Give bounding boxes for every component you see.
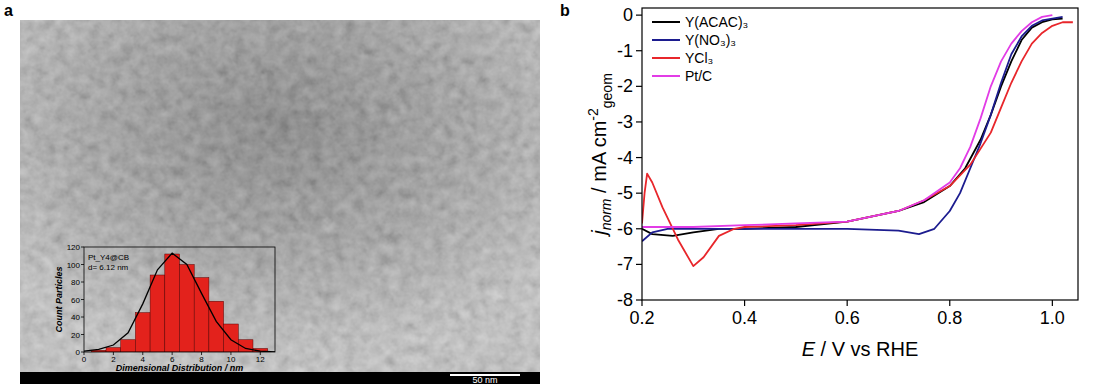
y-tick-label: 0 — [76, 348, 81, 357]
x-axis-title-part: E — [802, 338, 816, 360]
x-axis-title-part: / V vs RHE — [815, 338, 918, 360]
y-tick — [81, 264, 84, 265]
y-tick-label: 0 — [623, 5, 633, 25]
x-tick-label: 0.8 — [937, 308, 962, 328]
y-axis-title: jnorm / mA cm-2geom — [585, 73, 615, 238]
micrograph-field — [20, 20, 540, 372]
y-tick-label: 60 — [71, 296, 80, 305]
x-tick — [1052, 300, 1053, 306]
histogram-bar — [106, 348, 121, 352]
y-tick-label: -7 — [617, 254, 633, 274]
micrograph: 50 nm — [20, 20, 540, 385]
y-tick-label: -8 — [617, 290, 633, 310]
x-tick-label: 0.6 — [835, 308, 860, 328]
series-line — [642, 15, 1052, 227]
y-tick — [636, 15, 642, 16]
figure: 50 nma024681012020406080100120Dimensiona… — [0, 0, 1095, 385]
y-tick-label: -5 — [617, 183, 633, 203]
y-tick — [81, 334, 84, 335]
inset-marks — [84, 253, 275, 352]
plot-frame — [642, 8, 1078, 300]
y-tick — [81, 247, 84, 248]
histogram-bar — [150, 275, 165, 352]
series-line — [642, 22, 1073, 266]
histogram-bar — [135, 313, 150, 352]
y-tick-label: -4 — [617, 148, 633, 168]
inset-frame — [84, 247, 275, 352]
y-tick — [81, 352, 84, 353]
y-tick — [636, 157, 642, 158]
histogram-bar — [165, 254, 180, 352]
scale-bar-label: 50 nm — [472, 375, 497, 385]
legend-label: Y(ACAC)₃ — [685, 14, 748, 30]
y-tick — [81, 282, 84, 283]
x-tick-label: 1.0 — [1040, 308, 1065, 328]
line-chart: 0.2 0.4 0.6 0.8 1.0 -8 -7 -6 -5 -4 -3 -2 -1 0 E / V vs… — [585, 5, 1078, 360]
micrograph-texture — [20, 20, 540, 372]
x-tick-label: 0.2 — [629, 308, 654, 328]
legend-label: Pt/C — [685, 68, 712, 84]
x-tick — [744, 300, 745, 306]
fit-curve — [84, 253, 275, 352]
x-tick — [949, 300, 950, 306]
y-axis-title-part: -2 — [585, 108, 601, 121]
histogram-bar — [194, 278, 209, 352]
x-tick — [641, 300, 642, 306]
histogram-bar — [224, 324, 239, 352]
legend-swatch — [652, 75, 680, 77]
histogram-bar — [180, 265, 195, 353]
legend-swatch — [652, 21, 680, 23]
y-tick-label: -3 — [617, 112, 633, 132]
y-tick — [636, 299, 642, 300]
series-line — [642, 17, 1063, 241]
y-axis-title-part: geom — [599, 73, 615, 108]
y-axis-title-part: norm — [598, 198, 614, 230]
legend-swatch — [652, 39, 680, 41]
x-axis-title: E / V vs RHE — [802, 338, 919, 360]
legend-label: YCl₃ — [685, 50, 713, 66]
y-tick — [81, 317, 84, 318]
y-tick-label: 40 — [71, 313, 80, 322]
y-tick — [636, 264, 642, 265]
y-tick — [636, 50, 642, 51]
y-tick-label: -1 — [617, 41, 633, 61]
y-tick-label: -2 — [617, 76, 633, 96]
y-tick — [81, 299, 84, 300]
scale-bar-strip — [20, 372, 540, 384]
y-tick-label: 120 — [67, 243, 81, 252]
y-tick — [636, 228, 642, 229]
series-line — [642, 19, 1063, 236]
x-tick-label: 12 — [256, 355, 265, 364]
x-tick-label: 0.4 — [732, 308, 757, 328]
legend-swatch — [652, 57, 680, 59]
x-tick-label: 0 — [82, 355, 87, 364]
y-axis-title-part: / mA cm — [588, 121, 610, 199]
y-axis-title: Count Particles — [54, 266, 64, 332]
y-tick-label: -6 — [617, 219, 633, 239]
y-tick-label: 100 — [67, 261, 81, 270]
y-tick — [636, 121, 642, 122]
y-tick — [636, 86, 642, 87]
panel-label: b — [560, 2, 570, 19]
x-axis-title: Dimensional Distribution / nm — [116, 363, 244, 373]
x-tick — [847, 300, 848, 306]
histogram-bar — [209, 301, 224, 352]
inset-annotation: d= 6.12 nm — [88, 263, 129, 272]
histogram-bar — [121, 340, 136, 352]
legend-label: Y(NO₃)₃ — [685, 32, 736, 48]
panel-label: a — [4, 2, 13, 19]
plot-marks — [642, 15, 1073, 266]
inset-histogram: 024681012020406080100120Dimensional Dist… — [54, 243, 275, 373]
y-tick — [636, 193, 642, 194]
y-tick-label: 80 — [71, 278, 80, 287]
y-tick-label: 20 — [71, 331, 80, 340]
inset-annotation: Pt_Y4@CB — [88, 253, 129, 262]
legend: Y(ACAC)₃ Y(NO₃)₃ YCl₃ Pt/C — [652, 14, 748, 84]
